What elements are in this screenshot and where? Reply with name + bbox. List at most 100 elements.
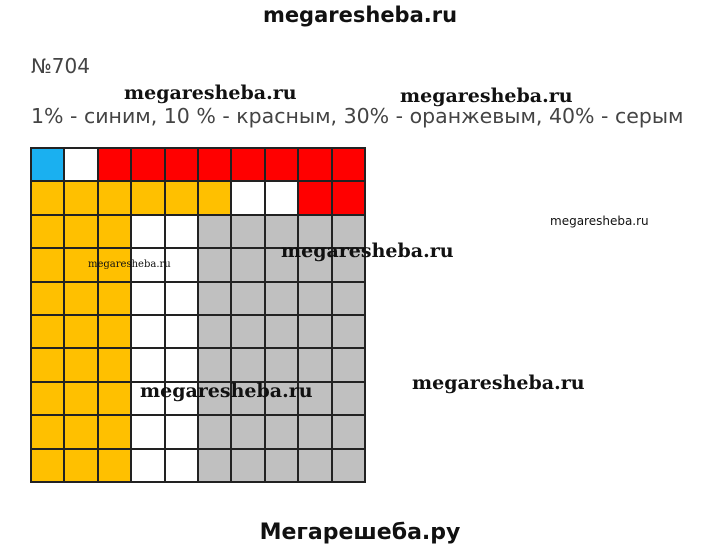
grid-cell-orange	[31, 448, 65, 482]
grid-cell-orange	[97, 415, 132, 449]
grid-cell-gray	[264, 448, 299, 482]
grid-cell-red	[97, 148, 132, 182]
grid-cell-white	[131, 214, 165, 249]
grid-cell-white	[264, 181, 299, 215]
grid-cell-white	[164, 348, 198, 382]
grid-cell-gray	[231, 348, 265, 382]
grid-cell-white	[131, 348, 165, 382]
grid-cell-gray	[298, 315, 332, 349]
grid-cell-white	[164, 281, 198, 315]
watermark: megaresheba.ru	[140, 380, 313, 402]
grid-cell-white	[164, 214, 198, 249]
grid-cell-gray	[198, 248, 232, 282]
footer-title: Мегарешеба.ру	[259, 520, 461, 545]
grid-cell-orange	[64, 181, 98, 215]
grid-cell-white	[164, 248, 198, 282]
grid-cell-gray	[198, 381, 232, 416]
grid-cell-gray	[298, 381, 332, 416]
grid-cell-gray	[231, 415, 265, 449]
grid-cell-white	[131, 281, 165, 315]
grid-cell-gray	[198, 415, 232, 449]
grid-cell-gray	[231, 214, 265, 249]
site-title: megaresheba.ru	[262, 3, 458, 27]
grid-cell-red	[164, 148, 198, 182]
grid-cell-gray	[198, 281, 232, 315]
grid-cell-orange	[64, 248, 98, 282]
grid-cell-gray	[231, 248, 265, 282]
grid-cell-white	[164, 415, 198, 449]
grid-cell-white	[131, 448, 165, 482]
grid-cell-orange	[97, 315, 132, 349]
grid-cell-gray	[231, 281, 265, 315]
grid-cell-orange	[64, 348, 98, 382]
grid-cell-white	[64, 148, 98, 182]
grid-cell-gray	[331, 281, 365, 315]
grid-cell-orange	[198, 181, 232, 215]
grid-cell-gray	[331, 214, 365, 249]
grid-cell-gray	[298, 281, 332, 315]
grid-cell-orange	[97, 248, 132, 282]
grid-cell-orange	[31, 381, 65, 416]
grid-cell-orange	[97, 214, 132, 249]
grid-cell-gray	[331, 415, 365, 449]
grid-cell-orange	[64, 381, 98, 416]
grid-cell-red	[264, 148, 299, 182]
grid-cell-gray	[198, 315, 232, 349]
grid-cell-gray	[264, 315, 299, 349]
grid-cell-orange	[97, 281, 132, 315]
grid-cell-orange	[31, 348, 65, 382]
grid-cell-gray	[198, 348, 232, 382]
watermark: megaresheba.ru	[124, 82, 297, 104]
grid-cell-white	[164, 381, 198, 416]
grid-cell-gray	[298, 415, 332, 449]
watermark: megaresheba.ru	[88, 259, 171, 270]
grid-cell-red	[131, 148, 165, 182]
grid-cell-orange	[64, 448, 98, 482]
grid-cell-gray	[264, 415, 299, 449]
grid-cell-gray	[264, 348, 299, 382]
grid-cell-gray	[331, 381, 365, 416]
grid-cell-orange	[131, 181, 165, 215]
grid-cell-orange	[31, 248, 65, 282]
grid-cell-orange	[97, 381, 132, 416]
grid-cell-gray	[331, 448, 365, 482]
grid-cell-white	[164, 315, 198, 349]
grid-cell-gray	[264, 281, 299, 315]
grid-cell-blue	[31, 148, 65, 182]
grid-cell-white	[131, 248, 165, 282]
watermark: megaresheba.ru	[550, 214, 649, 228]
grid-cell-orange	[31, 181, 65, 215]
grid-cell-orange	[31, 315, 65, 349]
grid-cell-gray	[231, 381, 265, 416]
grid-cell-red	[298, 181, 332, 215]
watermark: megaresheba.ru	[281, 240, 454, 262]
grid-cell-gray	[331, 315, 365, 349]
grid-cell-white	[131, 315, 165, 349]
grid-cell-gray	[331, 348, 365, 382]
grid-cell-red	[231, 148, 265, 182]
grid-cell-gray	[298, 214, 332, 249]
grid-cell-orange	[64, 315, 98, 349]
grid-cell-gray	[231, 448, 265, 482]
grid-cell-white	[131, 381, 165, 416]
grid-cell-orange	[97, 348, 132, 382]
grid-cell-red	[331, 181, 365, 215]
grid-cell-gray	[264, 381, 299, 416]
grid-cell-white	[131, 415, 165, 449]
watermark: megaresheba.ru	[412, 372, 585, 394]
grid-cell-orange	[64, 415, 98, 449]
grid-cell-orange	[97, 181, 132, 215]
grid-cell-gray	[231, 315, 265, 349]
grid-cell-gray	[264, 248, 299, 282]
grid-cell-red	[298, 148, 332, 182]
grid-cell-orange	[64, 214, 98, 249]
task-number: №704	[31, 54, 90, 78]
grid-cell-gray	[331, 248, 365, 282]
grid-cell-gray	[298, 248, 332, 282]
grid-cell-gray	[198, 214, 232, 249]
grid-cell-gray	[198, 448, 232, 482]
task-text: 1% - синим, 10 % - красным, 30% - оранже…	[31, 104, 684, 128]
grid-cell-red	[198, 148, 232, 182]
grid-cell-gray	[298, 448, 332, 482]
grid-cell-orange	[31, 415, 65, 449]
